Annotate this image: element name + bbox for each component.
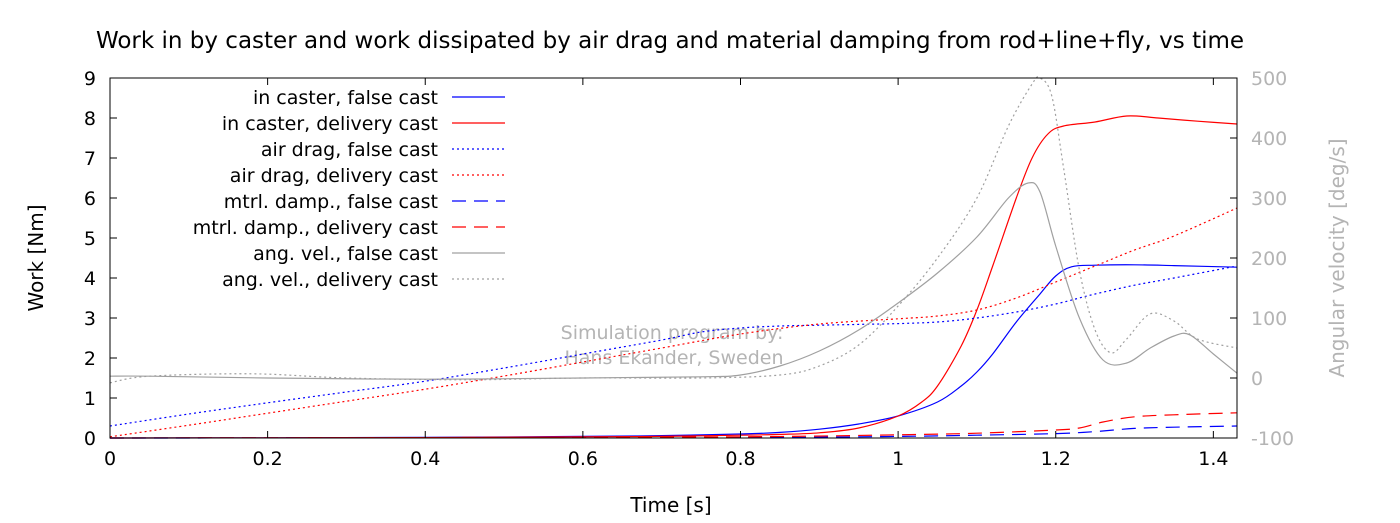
legend-label-7: ang. vel., false cast	[253, 243, 438, 265]
x-axis-label: Time [s]	[629, 493, 711, 517]
y-tick-label: 3	[84, 308, 96, 330]
y2-tick-label: 500	[1251, 68, 1287, 90]
y-axis-label: Work [Nm]	[24, 204, 48, 311]
y-tick-label: 8	[84, 108, 96, 130]
watermark-line-1: Simulation program by:	[561, 322, 784, 344]
y2-tick-label: 400	[1251, 128, 1287, 150]
x-tick-label: 0.4	[410, 448, 440, 470]
y2-axis-label: Angular velocity [deg/s]	[1325, 138, 1349, 377]
y-tick-label: 7	[84, 148, 96, 170]
y-tick-label: 6	[84, 188, 96, 210]
x-tick-label: 1.4	[1198, 448, 1228, 470]
y-tick-label: 9	[84, 68, 96, 90]
y2-tick-label: -100	[1251, 428, 1294, 450]
y-tick-label: 0	[84, 428, 96, 450]
legend-label-4: air drag, delivery cast	[230, 165, 438, 187]
y-tick-label: 2	[84, 348, 96, 370]
y2-tick-label: 200	[1251, 248, 1287, 270]
watermark: Simulation program by: Hans Ekander, Swe…	[561, 322, 784, 369]
legend: in caster, false cast in caster, delivery…	[193, 87, 505, 291]
y2-tick-label: 300	[1251, 188, 1287, 210]
x-tick-label: 1	[892, 448, 904, 470]
y2-tick-label: 0	[1251, 368, 1263, 390]
chart-title: Work in by caster and work dissipated by…	[96, 28, 1244, 54]
series-line-8	[109, 76, 1238, 384]
legend-label-5: mtrl. damp., false cast	[224, 191, 438, 213]
x-tick-label: 0	[104, 448, 116, 470]
ticks-layer: 0 0.2 0.4 0.6 0.8 1 1.2 1.4 0 1 2 3 4 5 6 7 8 9 -100 0 100 20…	[84, 68, 1294, 470]
x-tick-label: 0.2	[253, 448, 283, 470]
legend-label-1: in caster, false cast	[253, 87, 438, 109]
y-tick-label: 5	[84, 228, 96, 250]
y-tick-label: 4	[84, 268, 96, 290]
series-line-4	[109, 207, 1238, 438]
legend-label-2: in caster, delivery cast	[222, 113, 438, 135]
y-tick-label: 1	[84, 388, 96, 410]
series-line-7	[109, 181, 1238, 380]
x-tick-label: 1.2	[1041, 448, 1071, 470]
legend-label-6: mtrl. damp., delivery cast	[193, 217, 438, 239]
watermark-line-2: Hans Ekander, Sweden	[565, 347, 784, 369]
legend-label-8: ang. vel., delivery cast	[222, 269, 438, 291]
y2-tick-label: 100	[1251, 308, 1287, 330]
x-tick-label: 0.8	[725, 448, 755, 470]
legend-label-3: air drag, false cast	[261, 139, 438, 161]
series-line-6	[109, 412, 1238, 439]
x-tick-label: 0.6	[568, 448, 598, 470]
